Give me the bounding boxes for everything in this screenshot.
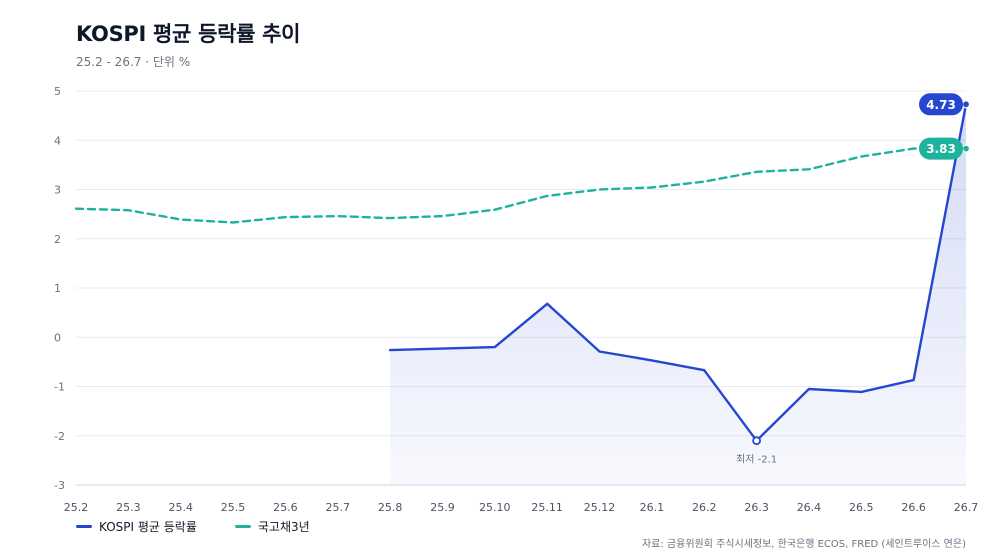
y-tick-label: -1: [54, 381, 65, 394]
x-tick-label: 25.2: [64, 501, 89, 514]
y-tick-label: 3: [54, 184, 61, 197]
legend-swatch-kospi: [76, 525, 92, 528]
legend-item-bond: 국고채3년: [234, 518, 310, 535]
x-tick-label: 26.3: [744, 501, 769, 514]
source-note: 자료: 금융위원회 주식시세정보, 한국은행 ECOS, FRED (세인트루이…: [641, 539, 966, 550]
x-tick-label: 26.4: [797, 501, 822, 514]
legend: KOSPI 평균 등락률 국고채3년: [76, 518, 310, 535]
legend-label-bond: 국고채3년: [257, 520, 310, 534]
legend-item-kospi: KOSPI 평균 등락률: [76, 518, 197, 535]
x-tick-label: 25.3: [116, 501, 141, 514]
chart-title: KOSPI 평균 등락률 추이: [76, 22, 301, 46]
x-tick-label: 26.2: [692, 501, 717, 514]
y-tick-label: 5: [54, 85, 61, 98]
min-annotation-label: 최저 -2.1: [736, 454, 777, 466]
x-tick-label: 25.5: [221, 501, 246, 514]
series-end-point-0: [961, 100, 971, 109]
x-tick-label: 25.4: [168, 501, 193, 514]
x-tick-label: 25.7: [326, 501, 351, 514]
chart-subtitle: 25.2 - 26.7 · 단위 %: [76, 55, 191, 69]
min-point-marker: [752, 436, 761, 446]
series-end-point-1: [961, 144, 971, 153]
x-tick-label: 25.12: [584, 501, 616, 514]
series-line-1: [74, 147, 968, 224]
legend-swatch-bond: [234, 525, 251, 528]
x-tick-label: 26.7: [954, 501, 979, 514]
end-value-label-1: 3.83: [926, 142, 956, 156]
x-tick-label: 25.8: [378, 501, 403, 514]
series-area-0: [390, 104, 967, 486]
x-tick-label: 26.5: [849, 501, 874, 514]
x-tick-label: 25.9: [430, 501, 455, 514]
end-value-label-0: 4.73: [926, 98, 956, 112]
series-line-0: [388, 103, 968, 442]
end-value-badge-0: [919, 93, 963, 116]
legend-label-kospi: KOSPI 평균 등락률: [99, 520, 197, 534]
y-tick-label: 2: [54, 233, 61, 246]
x-tick-label: 26.1: [640, 501, 665, 514]
y-tick-label: 1: [54, 282, 61, 295]
y-tick-label: -2: [54, 430, 65, 443]
x-tick-label: 26.6: [901, 501, 926, 514]
y-tick-label: -3: [54, 479, 65, 492]
y-tick-label: 0: [54, 331, 61, 344]
end-value-badge-1: [919, 137, 963, 160]
x-tick-label: 25.10: [479, 501, 511, 514]
x-tick-label: 25.11: [531, 501, 563, 514]
x-tick-label: 25.6: [273, 501, 298, 514]
y-tick-label: 4: [54, 134, 61, 147]
